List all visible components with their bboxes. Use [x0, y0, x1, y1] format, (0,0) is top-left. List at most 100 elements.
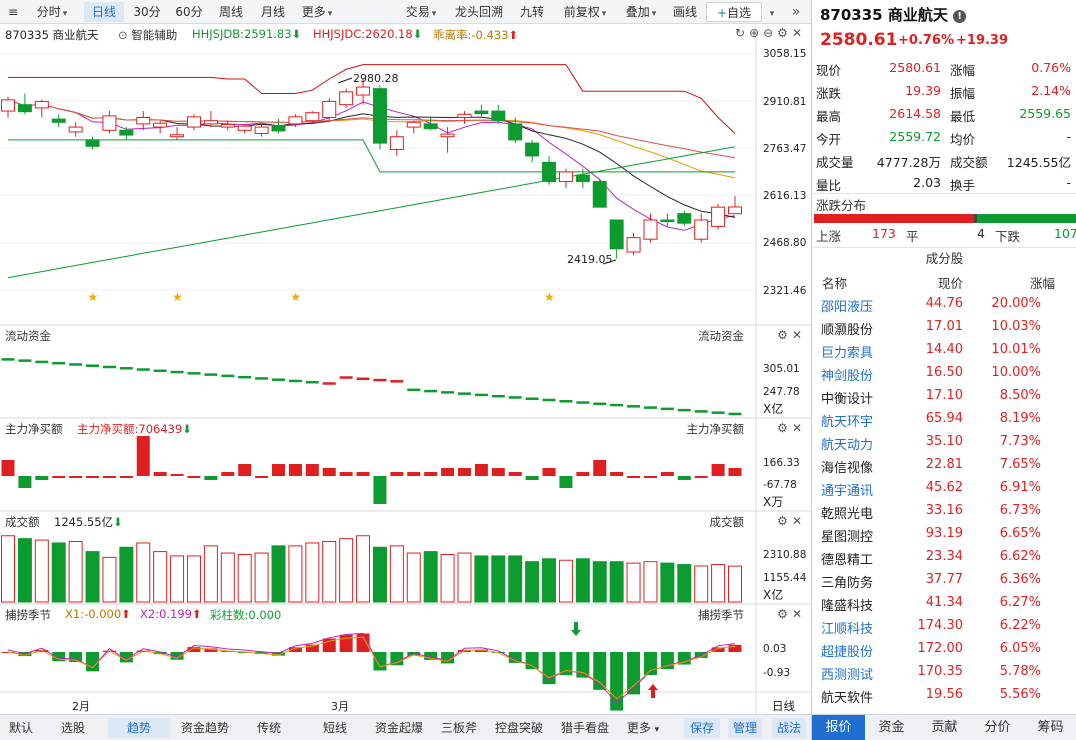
col-name[interactable]: 名称 — [822, 276, 848, 291]
strategy-control-break[interactable]: 控盘突破 — [494, 721, 543, 735]
stock-price: 22.81 — [925, 457, 963, 472]
chart-area[interactable]: ★ ★ ★ ★ 870335 商业航天 ⊙ 智能辅助 HHJSJDB:2591.83⬇… — [0, 24, 811, 714]
turnover-bar — [677, 564, 692, 603]
tab-intraday[interactable]: 分时 — [26, 2, 78, 22]
col-change[interactable]: 涨幅 — [1030, 276, 1056, 291]
add-watchlist-button[interactable]: +自选 — [706, 2, 762, 22]
tactics-button[interactable]: 战法 — [772, 718, 806, 738]
adjust-dropdown[interactable]: 前复权 — [556, 2, 614, 22]
strategy-traditional[interactable]: 传统 — [256, 721, 281, 735]
leader-backtrack-button[interactable]: 龙头回溯 — [454, 5, 503, 19]
tab-60min[interactable]: 60分 — [175, 5, 203, 19]
tab-30min[interactable]: 30分 — [133, 5, 161, 19]
table-row[interactable]: 航天软件 19.56 5.56% — [812, 684, 1076, 707]
season-tick: -0.93 — [763, 667, 791, 679]
collapse-icon[interactable]: » — [791, 4, 801, 20]
strategy-trend[interactable]: 趋势 — [108, 718, 170, 738]
settings-icon[interactable]: ⚙ — [777, 26, 792, 40]
table-row[interactable]: 通宇通讯 45.62 6.91% — [812, 477, 1076, 500]
tab-more[interactable]: 更多 — [294, 2, 340, 22]
stock-name[interactable]: 超捷股份 — [821, 645, 874, 660]
tab-contribution[interactable]: 贡献 — [931, 720, 958, 735]
save-button[interactable]: 保存 — [684, 718, 720, 738]
strategy-short[interactable]: 短线 — [322, 721, 347, 735]
zoom-out-icon[interactable]: ⊖ — [763, 26, 778, 40]
tab-quote[interactable]: 报价 — [812, 715, 865, 740]
strategy-three-axes[interactable]: 三板斧 — [440, 721, 477, 735]
strategy-default[interactable]: 默认 — [8, 721, 33, 735]
stock-name[interactable]: 邵阳液压 — [821, 300, 874, 315]
info-icon[interactable]: ! — [953, 10, 967, 23]
up-segment — [814, 214, 974, 223]
stock-name[interactable]: 隆盛科技 — [821, 599, 874, 614]
stock-name[interactable]: 江顺科技 — [821, 622, 874, 637]
tab-chips[interactable]: 筹码 — [1037, 720, 1064, 735]
close-icon[interactable]: ✕ — [791, 421, 806, 435]
watchlist-dropdown[interactable] — [764, 2, 778, 22]
refresh-icon[interactable]: ↻ — [734, 26, 750, 40]
strategy-fund-trend[interactable]: 资金趋势 — [180, 721, 229, 735]
table-row[interactable]: 巨力索具 14.40 10.01% — [812, 339, 1076, 362]
stock-name[interactable]: 航天软件 — [821, 691, 874, 706]
flow-mark — [86, 364, 100, 367]
col-price[interactable]: 现价 — [938, 276, 964, 291]
table-row[interactable]: 星图测控 93.19 6.65% — [812, 523, 1076, 546]
stock-name[interactable]: 顺灏股份 — [821, 323, 874, 338]
strategy-hunter[interactable]: 猎手看盘 — [560, 721, 609, 735]
stock-name[interactable]: 三角防务 — [821, 576, 874, 591]
table-row[interactable]: 神剑股份 16.50 10.00% — [812, 362, 1076, 385]
settings-icon[interactable]: ⚙ — [777, 421, 792, 435]
stock-name[interactable]: 乾照光电 — [821, 507, 874, 522]
nine-turn-button[interactable]: 九转 — [519, 5, 544, 19]
stock-name[interactable]: 西测测试 — [821, 668, 874, 683]
settings-icon[interactable]: ⚙ — [777, 328, 792, 342]
table-row[interactable]: 超捷股份 172.00 6.05% — [812, 638, 1076, 661]
menu-icon[interactable]: ≡ — [7, 5, 19, 19]
manage-button[interactable]: 管理 — [728, 718, 762, 738]
table-row[interactable]: 西测测试 170.35 5.78% — [812, 661, 1076, 684]
table-row[interactable]: 邵阳液压 44.76 20.00% — [812, 293, 1076, 316]
draw-button[interactable]: 画线 — [672, 5, 697, 19]
close-icon[interactable]: ✕ — [791, 26, 806, 40]
zoom-in-icon[interactable]: ⊕ — [749, 26, 764, 40]
ai-assist-toggle[interactable]: ⊙ 智能辅助 — [118, 28, 178, 42]
table-row[interactable]: 顺灏股份 17.01 10.03% — [812, 316, 1076, 339]
stock-name[interactable]: 德恩精工 — [821, 553, 874, 568]
turnover-bar — [491, 555, 506, 603]
table-row[interactable]: 航天环宇 65.94 8.19% — [812, 408, 1076, 431]
tab-funds[interactable]: 资金 — [878, 720, 905, 735]
tab-daily[interactable]: 日线 — [84, 2, 124, 22]
arrow-down-icon: ⬇ — [182, 422, 192, 436]
turnover-tick: 1155.44 — [763, 572, 807, 584]
table-row[interactable]: 三角防务 37.77 6.36% — [812, 569, 1076, 592]
stock-name[interactable]: 航天动力 — [821, 438, 874, 453]
high-annotation: 2980.28 — [353, 72, 399, 85]
strategy-stock-pick[interactable]: 选股 — [60, 721, 85, 735]
table-row[interactable]: 隆盛科技 41.34 6.27% — [812, 592, 1076, 615]
stock-name[interactable]: 神剑股份 — [821, 369, 874, 384]
table-row[interactable]: 江顺科技 174.30 6.22% — [812, 615, 1076, 638]
settings-icon[interactable]: ⚙ — [777, 607, 792, 621]
strategy-more[interactable]: 更多 ▾ — [626, 721, 660, 735]
settings-icon[interactable]: ⚙ — [777, 514, 792, 528]
tab-monthly[interactable]: 月线 — [260, 5, 285, 19]
stock-name[interactable]: 星图测控 — [821, 530, 874, 545]
table-row[interactable]: 乾照光电 33.16 6.73% — [812, 500, 1076, 523]
table-row[interactable]: 德恩精工 23.34 6.62% — [812, 546, 1076, 569]
table-row[interactable]: 中衡设计 17.10 8.50% — [812, 385, 1076, 408]
table-row[interactable]: 航天动力 35.10 7.73% — [812, 431, 1076, 454]
trade-button[interactable]: 交易 — [398, 2, 444, 22]
stock-name[interactable]: 通宇通讯 — [821, 484, 874, 499]
stock-name[interactable]: 巨力索具 — [821, 346, 874, 361]
strategy-fund-launch[interactable]: 资金起爆 — [374, 721, 423, 735]
overlay-dropdown[interactable]: 叠加 — [618, 2, 664, 22]
tab-weekly[interactable]: 周线 — [218, 5, 243, 19]
close-icon[interactable]: ✕ — [791, 328, 806, 342]
close-icon[interactable]: ✕ — [791, 514, 806, 528]
stock-name[interactable]: 中衡设计 — [821, 392, 874, 407]
stock-name[interactable]: 航天环宇 — [821, 415, 874, 430]
close-icon[interactable]: ✕ — [791, 607, 806, 621]
stock-name[interactable]: 海信视像 — [821, 461, 874, 476]
tab-price-dist[interactable]: 分价 — [984, 720, 1011, 735]
table-row[interactable]: 海信视像 22.81 7.65% — [812, 454, 1076, 477]
